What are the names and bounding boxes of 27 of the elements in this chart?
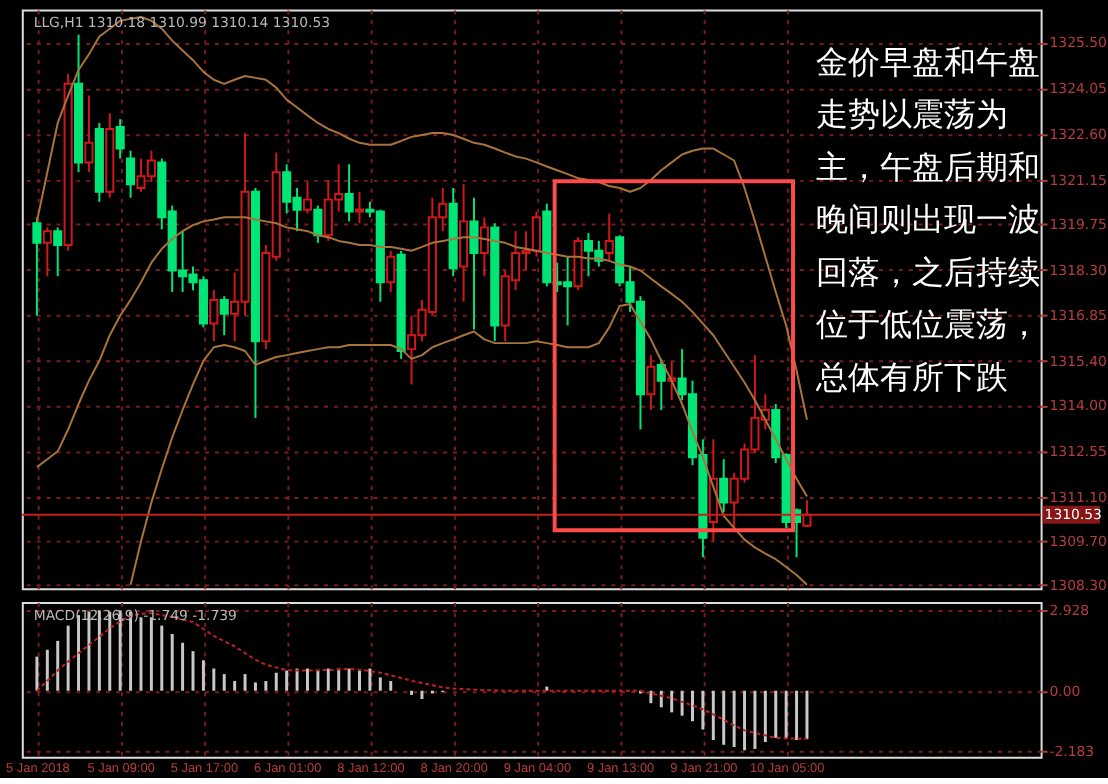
candlestick [604, 212, 614, 262]
line-series [35, 16, 808, 421]
candlestick [656, 357, 666, 411]
candlestick [53, 226, 63, 278]
candlestick [126, 149, 136, 199]
candlestick [42, 226, 52, 278]
candlestick [469, 196, 479, 331]
candlestick [115, 118, 125, 160]
line-series [35, 612, 808, 740]
candlestick [209, 289, 219, 343]
candlestick [302, 180, 313, 215]
candlestick [563, 255, 573, 327]
candlestick [573, 236, 583, 292]
candlestick [667, 360, 677, 402]
candlestick [459, 183, 469, 303]
candlestick [32, 216, 42, 317]
candlestick [719, 458, 729, 514]
candlestick [219, 295, 229, 337]
candlestick [479, 216, 489, 278]
candlestick [344, 163, 354, 223]
text: 金价早盘和午盘走势以震荡为主，午盘后期和晚间则出现一波回落，之后持续位于低位震荡，总体有所下跌 [814, 42, 1041, 396]
candlestick [354, 190, 365, 225]
candlestick [313, 204, 323, 244]
candlestick [646, 354, 656, 411]
candlestick [802, 499, 812, 528]
candlestick [84, 94, 94, 174]
candlestick [386, 249, 396, 294]
